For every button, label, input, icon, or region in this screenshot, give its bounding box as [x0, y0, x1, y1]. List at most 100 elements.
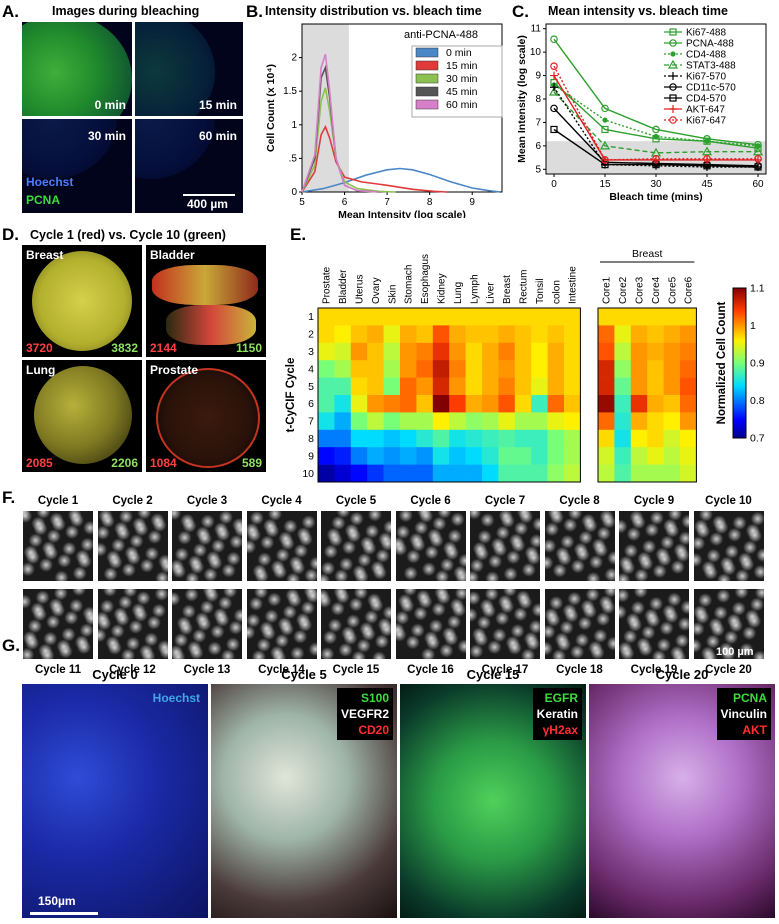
cycle-label-top: Cycle 9 — [633, 495, 675, 507]
y-tick-label: 8 — [535, 94, 541, 105]
heatmap-cell — [614, 447, 632, 465]
heatmap-cell — [432, 464, 450, 483]
heatmap-cell — [318, 360, 335, 378]
heatmap-cell — [547, 342, 565, 361]
heatmap-cell — [614, 412, 632, 431]
y-tick-label: 5 — [535, 164, 541, 175]
heatmap-cell — [564, 412, 581, 431]
tma-prostate-green: 589 — [241, 456, 262, 470]
x-tick-label: 8 — [427, 197, 433, 208]
heatmap-cell — [647, 429, 664, 448]
heatmap-cell — [350, 412, 368, 431]
heatmap-cell — [482, 464, 499, 483]
bleach-image-60min: 60 min 400 µm — [135, 119, 243, 213]
heatmap-cell — [564, 429, 581, 448]
heatmap-cell — [334, 308, 352, 326]
data-point-Ki67-488 — [601, 125, 609, 134]
heatmap-cell — [482, 325, 499, 344]
heatmap-cell — [531, 308, 548, 326]
data-point-CD11c-570 — [550, 104, 558, 113]
row-label: 2 — [308, 329, 314, 341]
panel-letter-a: A. — [2, 2, 19, 21]
column-label: Prostate — [322, 266, 333, 304]
heatmap-cell — [416, 395, 434, 413]
heatmap-cell — [647, 342, 664, 361]
heatmap-cell — [564, 308, 581, 326]
row-label: 5 — [308, 381, 314, 393]
stain-label: Keratin — [536, 707, 578, 721]
legend-label: PCNA-488 — [686, 39, 734, 50]
heatmap-cell — [482, 377, 499, 396]
heatmap-cell — [663, 395, 681, 413]
heatmap-cell — [680, 308, 697, 326]
series-line-CD4-488 — [553, 84, 759, 147]
column-label: Uterus — [355, 275, 366, 304]
heatmap-cell — [680, 325, 697, 344]
data-point-Ki67-570 — [550, 83, 558, 92]
colorbar-label: Normalized Cell Count — [716, 301, 728, 424]
time-label-15: 15 min — [198, 98, 237, 112]
heatmap-cell — [318, 412, 335, 431]
data-point-PCNA-488 — [601, 104, 609, 113]
cycle-label-top: Cycle 10 — [705, 495, 752, 507]
heatmap-cell — [367, 377, 384, 396]
series-line-60-min — [301, 53, 379, 193]
stain-label: AKT — [742, 723, 767, 737]
column-label: Breast — [502, 275, 513, 304]
column-label: Stomach — [404, 265, 415, 304]
heatmap-cell — [367, 447, 384, 465]
heatmap-cell — [367, 395, 384, 413]
tma-breast-name: Breast — [26, 248, 64, 262]
column-label: Liver — [486, 282, 497, 304]
heatmap-cell — [514, 429, 532, 448]
heatmap-cell — [367, 464, 384, 483]
legend-swatch — [415, 47, 439, 58]
cycle-label-bottom: Cycle 18 — [556, 664, 603, 676]
column-label: Lymph — [469, 274, 480, 304]
chart-c: 0 15 30 45 60 5 6 7 8 9 10 11 Bleach time (mins) Mean… — [516, 23, 767, 203]
stain-label: EGFR — [544, 691, 578, 705]
heatmap-cell — [400, 464, 417, 483]
heatmap-cell — [416, 308, 434, 326]
heatmap-cell — [482, 360, 499, 378]
heatmap-cell — [416, 325, 434, 344]
heatmap-cell — [416, 429, 434, 448]
heatmap-cell — [383, 377, 401, 396]
heatmap-cell — [514, 447, 532, 465]
heatmap-cell — [318, 342, 335, 361]
legend-label: CD11c-570 — [686, 83, 736, 94]
heatmap-cell — [531, 377, 548, 396]
cycle-label-bottom: Cycle 17 — [481, 664, 529, 676]
colorbar-tick-label: 1.1 — [750, 283, 765, 295]
heatmap-cell — [498, 325, 516, 344]
cycle-image-tile — [543, 588, 616, 660]
heatmap-cell — [564, 395, 581, 413]
heatmap-cell — [350, 447, 368, 465]
heatmap-cell — [647, 308, 664, 326]
cycle-image-tile — [469, 588, 541, 660]
heatmap-cell — [614, 325, 632, 344]
y-tick-label: 7 — [535, 117, 541, 128]
tma-breast: Breast 3720 3832 — [22, 245, 142, 357]
data-point-CD4-488 — [704, 138, 710, 144]
cycle-image-tile — [469, 510, 541, 582]
cycle-label-top: Cycle 4 — [261, 495, 302, 507]
heatmap-cell — [630, 342, 648, 361]
heatmap-cell — [400, 325, 417, 344]
heatmap-cell — [663, 308, 681, 326]
series-line-STAT3-488 — [553, 91, 758, 154]
column-label: Intestine — [568, 266, 579, 304]
y-tick-label: .5 — [289, 153, 298, 164]
cycle-image-tile — [320, 588, 392, 660]
colorbar-tick-label: 0.7 — [750, 433, 765, 445]
heatmap-cell — [663, 360, 681, 378]
column-label: Skin — [387, 285, 398, 304]
colorbar-tick-label: 1 — [750, 320, 756, 332]
heatmap-cell — [547, 395, 565, 413]
colorbar-tick-label: 0.8 — [750, 395, 765, 407]
cycle-label-bottom: Cycle 14 — [258, 664, 305, 676]
heatmap-cell — [318, 464, 335, 483]
heatmap-cell — [432, 447, 450, 465]
cycle-image-tile — [692, 510, 765, 582]
heatmap-cell — [647, 395, 664, 413]
